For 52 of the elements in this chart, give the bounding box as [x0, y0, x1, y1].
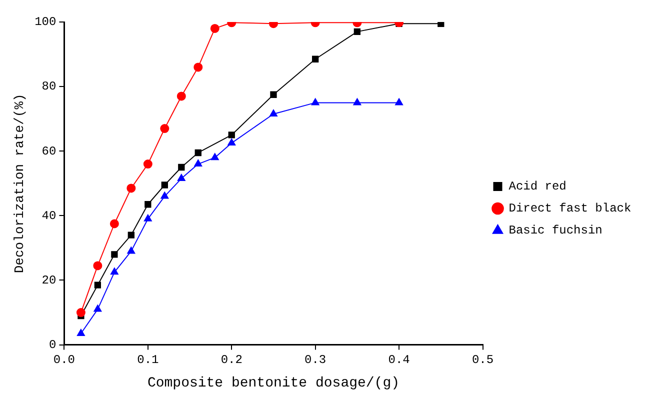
point [144, 214, 152, 222]
point [210, 24, 220, 33]
legend-label: Direct fast black [508, 202, 632, 216]
point [128, 232, 134, 238]
point [312, 56, 319, 62]
point [228, 138, 236, 146]
point [311, 98, 320, 106]
point [161, 182, 168, 188]
point [176, 92, 186, 101]
point [194, 160, 202, 167]
x-axis-title: Composite bentonite dosage/(g) [147, 375, 400, 392]
x-tick-label: 0.1 [137, 353, 159, 368]
point [111, 251, 118, 258]
point [210, 153, 219, 160]
x-tick-label: 0.0 [53, 353, 76, 368]
point [94, 282, 102, 288]
legend-label: Acid red [508, 180, 566, 194]
point [94, 304, 102, 312]
y-tick-label: 40 [42, 208, 56, 223]
point [354, 28, 361, 36]
point [160, 124, 170, 134]
point [110, 219, 119, 228]
point [126, 184, 136, 193]
point [177, 174, 186, 182]
point [438, 22, 444, 27]
point [76, 329, 85, 336]
point [270, 110, 278, 116]
x-tick-label: 0.3 [304, 353, 326, 368]
point [76, 308, 86, 318]
y-tick-label: 80 [42, 80, 56, 94]
point [194, 149, 202, 156]
point [270, 91, 277, 98]
point [110, 268, 118, 275]
point [353, 98, 362, 106]
point [93, 261, 102, 270]
y-tick-label: 20 [42, 273, 56, 288]
y-tick-label: 0 [49, 338, 56, 352]
point [143, 160, 152, 169]
y-tick-label: 60 [42, 144, 56, 158]
x-tick-label: 0.4 [388, 353, 410, 368]
point [127, 246, 136, 254]
legend-label: Basic fuchsin [508, 224, 602, 238]
y-tick-label: 100 [34, 15, 56, 30]
point [144, 201, 152, 208]
point [178, 164, 185, 171]
point [194, 62, 203, 72]
point [395, 98, 404, 106]
y-axis-title: Decolorization rate/(%) [12, 94, 28, 274]
x-tick-label: 0.2 [220, 353, 242, 368]
point [228, 132, 235, 138]
point [160, 192, 169, 199]
x-tick-label: 0.5 [472, 353, 494, 368]
